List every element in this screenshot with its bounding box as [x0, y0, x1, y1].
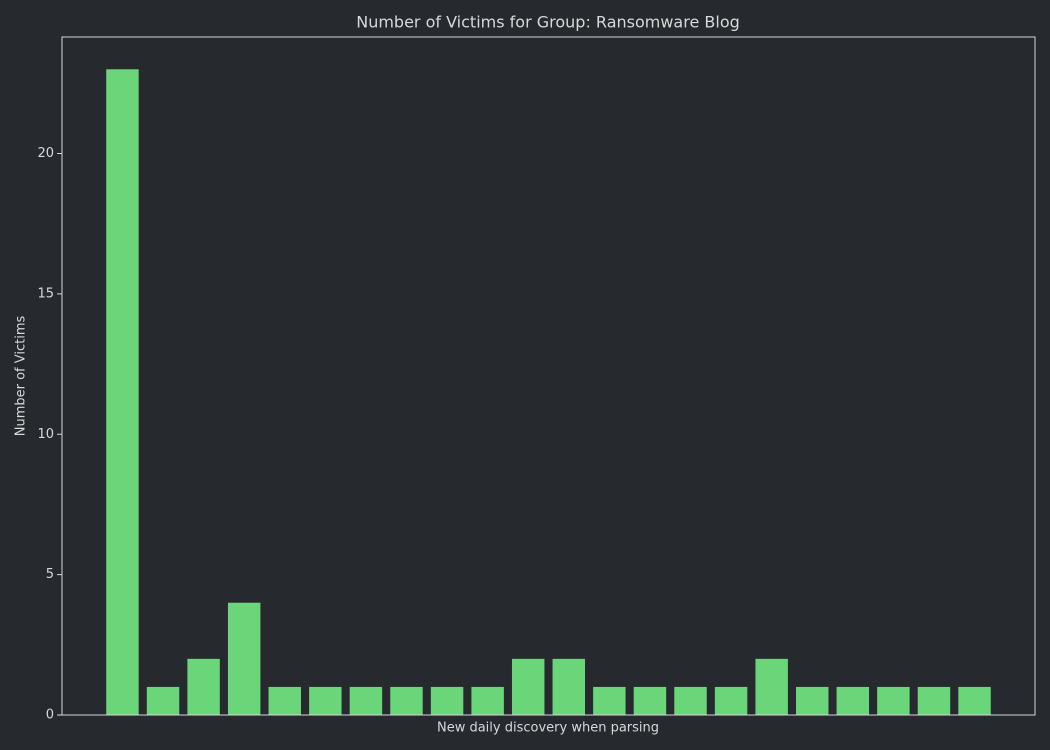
bar [430, 686, 464, 715]
bar [917, 686, 951, 715]
bar [796, 686, 829, 715]
bar [511, 658, 545, 715]
y-tick-label: 20 [37, 146, 54, 161]
bar [471, 686, 504, 715]
bar [390, 686, 423, 715]
y-tick-label: 5 [46, 567, 54, 582]
bar [836, 686, 870, 715]
bar [106, 69, 139, 716]
x-axis-label: New daily discovery when parsing [437, 721, 659, 736]
bar [552, 658, 586, 715]
bar [958, 686, 991, 715]
y-tick-label: 10 [37, 427, 54, 442]
bar [633, 686, 667, 715]
bar [227, 602, 261, 715]
bar [146, 686, 180, 715]
plot-frame [61, 36, 1036, 716]
bar [593, 686, 626, 715]
bar [877, 686, 910, 715]
bar [309, 686, 342, 715]
bar [187, 658, 220, 715]
y-tick-label: 15 [37, 286, 54, 301]
y-tick-label: 0 [46, 708, 54, 723]
bar [674, 686, 707, 715]
bar [714, 686, 748, 715]
bar [268, 686, 301, 715]
y-axis-label: Number of Victims [14, 316, 29, 437]
bar [349, 686, 383, 715]
bar [755, 658, 788, 715]
chart-title: Number of Victims for Group: Ransomware … [356, 13, 740, 32]
